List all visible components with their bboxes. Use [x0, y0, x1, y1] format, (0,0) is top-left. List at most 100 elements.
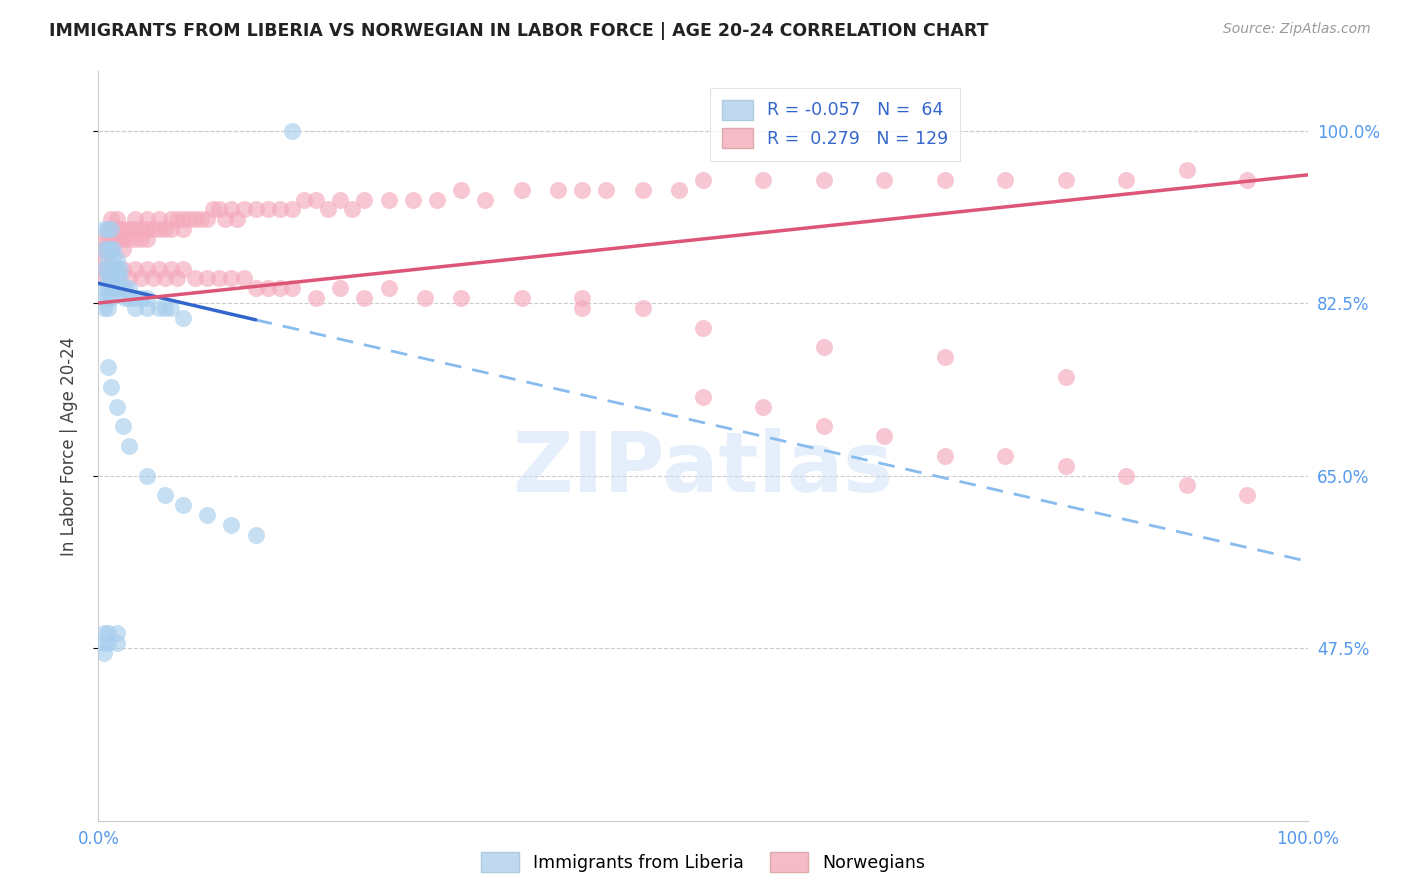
Point	[153, 488, 176, 502]
Point	[153, 222, 176, 236]
Point	[402, 193, 425, 207]
Point	[97, 232, 120, 246]
Point	[474, 193, 496, 207]
Point	[153, 301, 176, 315]
Point	[142, 222, 165, 236]
Point	[108, 232, 131, 246]
Point	[100, 242, 122, 256]
Point	[994, 173, 1017, 187]
Point	[281, 123, 304, 137]
Point	[668, 183, 690, 197]
Point	[101, 232, 124, 246]
Point	[342, 202, 364, 217]
Point	[93, 646, 115, 660]
Point	[292, 193, 315, 207]
Point	[269, 281, 291, 295]
Point	[93, 242, 115, 256]
Point	[93, 222, 115, 236]
Point	[111, 261, 134, 276]
Point	[105, 271, 128, 285]
Text: ZIPatlas: ZIPatlas	[513, 428, 893, 509]
Point	[934, 173, 956, 187]
Point	[93, 242, 115, 256]
Point	[172, 222, 194, 236]
Point	[93, 252, 115, 266]
Point	[114, 281, 136, 295]
Point	[221, 202, 243, 217]
Point	[934, 449, 956, 463]
Point	[226, 212, 249, 227]
Point	[148, 222, 170, 236]
Point	[93, 281, 115, 295]
Point	[97, 252, 120, 266]
Point	[93, 271, 115, 285]
Point	[100, 271, 122, 285]
Point	[108, 261, 131, 276]
Point	[208, 202, 231, 217]
Point	[124, 222, 146, 236]
Point	[129, 222, 152, 236]
Point	[97, 222, 120, 236]
Point	[97, 636, 120, 650]
Point	[129, 291, 152, 305]
Point	[97, 291, 120, 305]
Point	[245, 281, 267, 295]
Point	[124, 232, 146, 246]
Point	[692, 173, 714, 187]
Point	[135, 222, 157, 236]
Point	[426, 193, 449, 207]
Point	[195, 271, 218, 285]
Point	[97, 281, 120, 295]
Point	[316, 202, 339, 217]
Point	[166, 271, 188, 285]
Point	[93, 261, 115, 276]
Point	[118, 439, 141, 453]
Point	[105, 636, 128, 650]
Point	[153, 271, 176, 285]
Point	[105, 212, 128, 227]
Point	[105, 261, 128, 276]
Point	[100, 261, 122, 276]
Point	[1054, 173, 1077, 187]
Point	[329, 193, 352, 207]
Point	[97, 301, 120, 315]
Point	[135, 232, 157, 246]
Y-axis label: In Labor Force | Age 20-24: In Labor Force | Age 20-24	[59, 336, 77, 556]
Point	[97, 242, 120, 256]
Point	[118, 281, 141, 295]
Point	[124, 291, 146, 305]
Point	[1054, 458, 1077, 473]
Point	[97, 271, 120, 285]
Point	[221, 271, 243, 285]
Point	[195, 508, 218, 522]
Point	[142, 271, 165, 285]
Point	[353, 193, 375, 207]
Point	[160, 261, 183, 276]
Point	[100, 291, 122, 305]
Point	[101, 281, 124, 295]
Point	[100, 232, 122, 246]
Text: Source: ZipAtlas.com: Source: ZipAtlas.com	[1223, 22, 1371, 37]
Point	[172, 261, 194, 276]
Point	[101, 252, 124, 266]
Point	[202, 202, 225, 217]
Point	[93, 626, 115, 640]
Point	[1175, 478, 1198, 492]
Point	[97, 261, 120, 276]
Point	[105, 222, 128, 236]
Point	[105, 252, 128, 266]
Point	[105, 281, 128, 295]
Point	[101, 242, 124, 256]
Point	[305, 291, 328, 305]
Point	[232, 271, 254, 285]
Point	[450, 183, 472, 197]
Point	[108, 271, 131, 285]
Point	[510, 183, 533, 197]
Point	[100, 261, 122, 276]
Point	[571, 301, 593, 315]
Point	[450, 291, 472, 305]
Point	[93, 301, 115, 315]
Point	[93, 261, 115, 276]
Point	[1175, 163, 1198, 178]
Point	[148, 261, 170, 276]
